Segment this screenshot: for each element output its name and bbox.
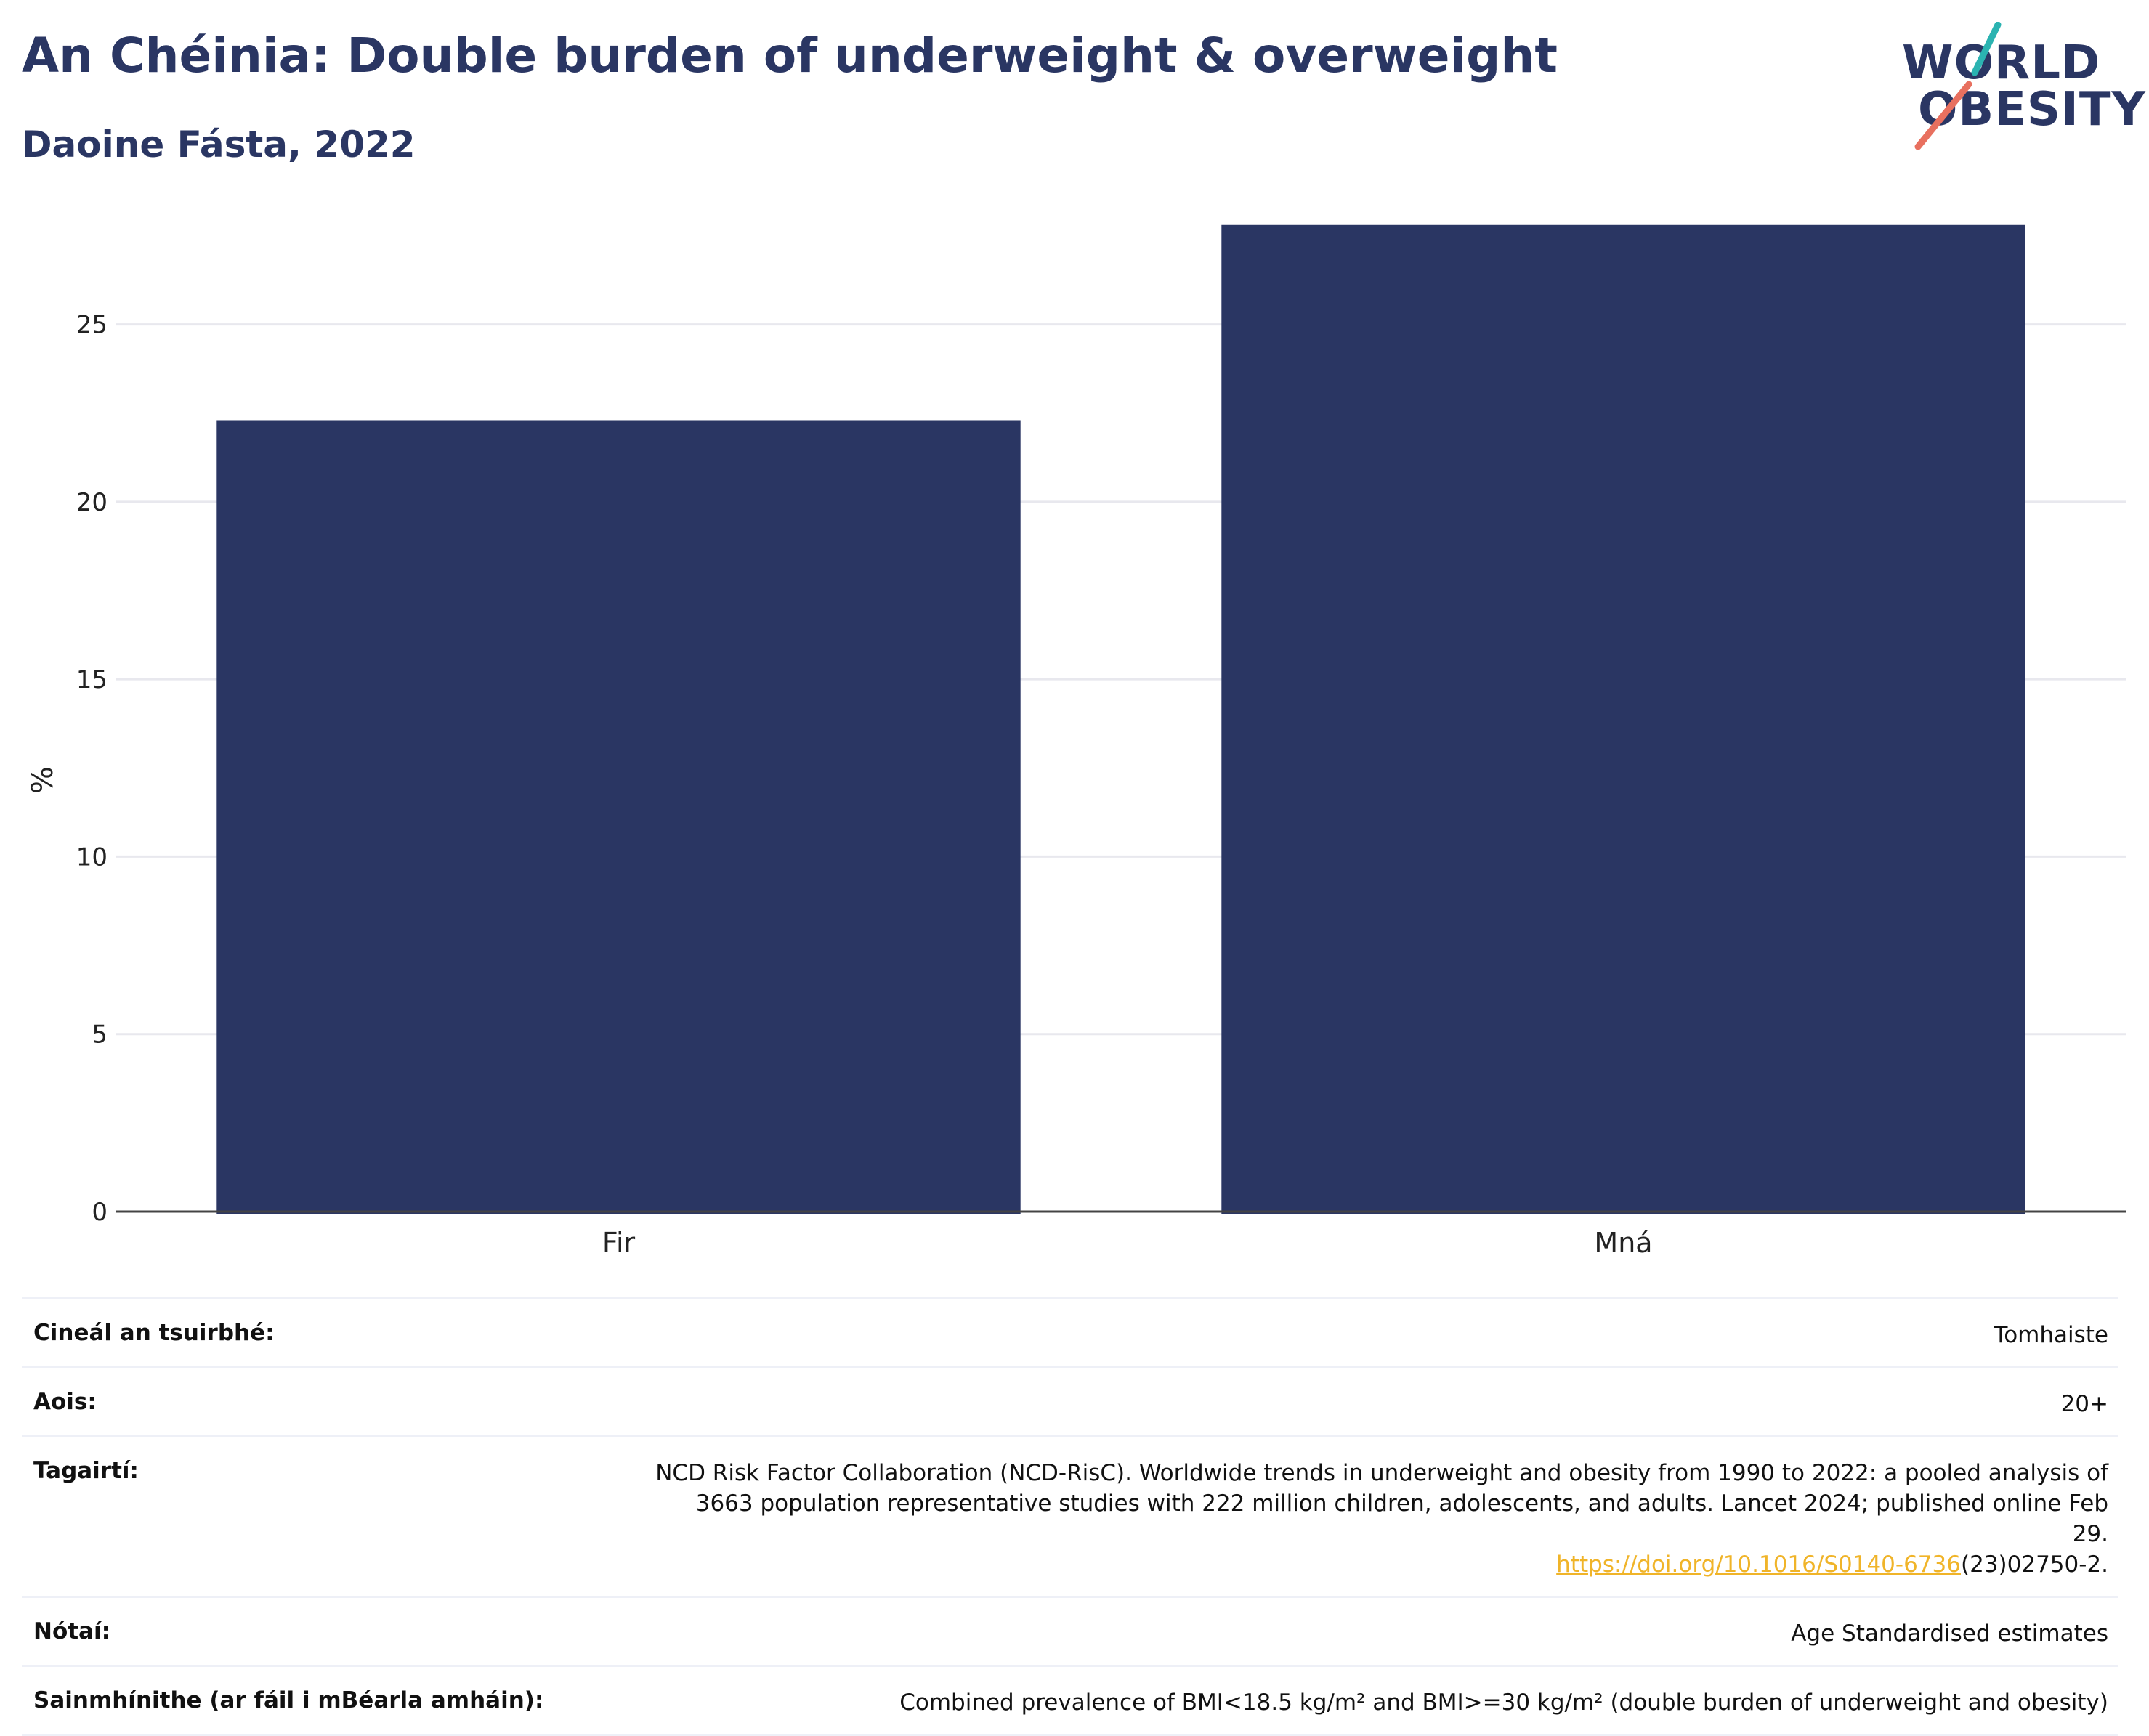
y-tick-label: 25 [76, 311, 108, 340]
meta-label: Sainmhínithe (ar fáil i mBéarla amháin): [33, 1687, 544, 1713]
y-tick-label: 0 [92, 1198, 108, 1227]
world-obesity-logo: WORLD OBESITY [1889, 22, 2145, 153]
meta-value: Combined prevalence of BMI<18.5 kg/m² an… [899, 1690, 2108, 1716]
meta-value: Age Standardised estimates [1791, 1621, 2108, 1647]
metadata-table: Cineál an tsuirbhé: Tomhaiste Aois: 20+ … [22, 1297, 2118, 1736]
y-tick-label: 5 [92, 1021, 108, 1050]
meta-label: Tagairtí: [33, 1458, 139, 1484]
y-axis-ticks: 0 5 10 15 20 25 [76, 311, 108, 1227]
x-axis-labels: Fir Mná [602, 1227, 1653, 1259]
logo-line-2: OBESITY [1918, 83, 2146, 137]
bar-chart: 0 5 10 15 20 25 Fir Mná % [26, 224, 2126, 1259]
meta-row-references: Tagairtí: NCD Risk Factor Collaboration … [22, 1435, 2118, 1596]
meta-value: Tomhaiste [1994, 1322, 2108, 1348]
x-category-label: Mná [1594, 1227, 1652, 1259]
bar-2[interactable] [1221, 224, 2025, 1214]
meta-label: Cineál an tsuirbhé: [33, 1320, 275, 1346]
chart-title: An Chéinia: Double burden of underweight… [22, 28, 1558, 84]
y-axis-label: % [26, 766, 60, 794]
y-tick-label: 15 [76, 665, 108, 694]
meta-row-definitions: Sainmhínithe (ar fáil i mBéarla amháin):… [22, 1665, 2118, 1736]
y-tick-label: 20 [76, 488, 108, 517]
meta-label: Aois: [33, 1389, 97, 1415]
reference-link-suffix: (23)02750-2. [1960, 1552, 2108, 1578]
y-tick-label: 10 [76, 843, 108, 872]
bars [216, 224, 2025, 1214]
meta-value: 20+ [2060, 1391, 2108, 1417]
logo-slash-icon [1914, 22, 2002, 150]
reference-text: NCD Risk Factor Collaboration (NCD-RisC)… [655, 1460, 2108, 1547]
meta-value-references: NCD Risk Factor Collaboration (NCD-RisC)… [655, 1458, 2108, 1580]
chart-subtitle: Daoine Fásta, 2022 [22, 123, 416, 166]
meta-row-survey-type: Cineál an tsuirbhé: Tomhaiste [22, 1297, 2118, 1366]
reference-link[interactable]: https://doi.org/10.1016/S0140-6736 [1556, 1552, 1961, 1578]
meta-row-notes: Nótaí: Age Standardised estimates [22, 1596, 2118, 1665]
meta-label: Nótaí: [33, 1618, 111, 1644]
x-category-label: Fir [602, 1227, 636, 1259]
logo-line-1: WORLD [1902, 36, 2101, 90]
meta-row-age: Aois: 20+ [22, 1366, 2118, 1435]
bar-1[interactable] [216, 420, 1021, 1214]
